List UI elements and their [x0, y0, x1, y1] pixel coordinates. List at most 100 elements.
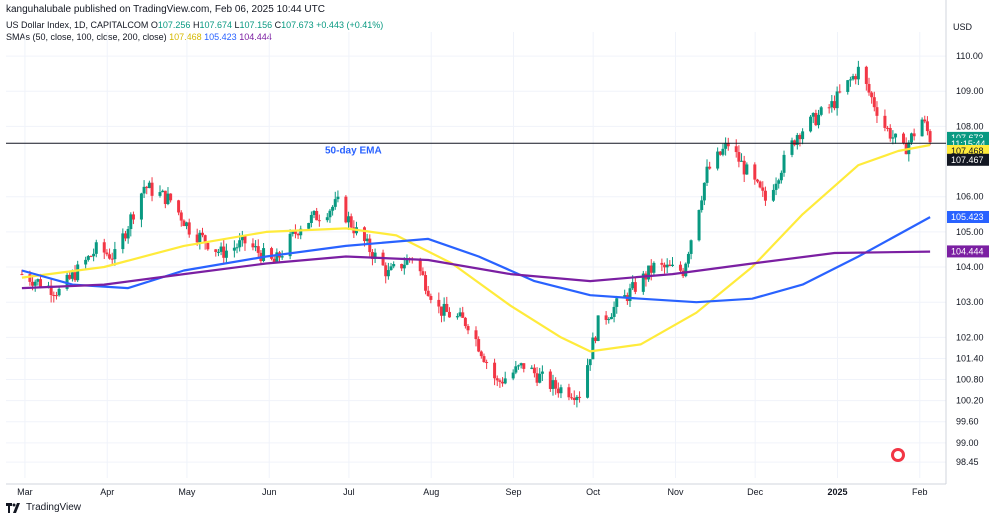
candle-body [344, 196, 348, 223]
candle-body [177, 200, 181, 213]
candle-body [482, 356, 486, 363]
candle-body [870, 92, 874, 98]
candle-body [761, 187, 765, 191]
candle-body [567, 387, 571, 398]
x-tick-label: Nov [667, 487, 684, 497]
candle-body [458, 312, 462, 317]
candle-body [108, 254, 112, 259]
candle-body [795, 135, 799, 145]
candle-body [240, 235, 244, 241]
candle-body [538, 373, 542, 383]
candle-body [389, 266, 393, 271]
candle-body [466, 326, 470, 331]
candle-body [596, 315, 600, 341]
x-tick-label: Aug [423, 487, 439, 497]
candle-body [312, 210, 316, 215]
candle-body [684, 263, 688, 277]
candle-body [700, 200, 704, 211]
candle-body [54, 295, 58, 297]
candle-body [920, 119, 924, 137]
x-tick-label: Jun [262, 487, 277, 497]
candle-body [347, 216, 351, 223]
y-tick-label: 100.80 [956, 375, 984, 385]
price-label-text: 107.467 [951, 155, 984, 165]
candle-body [158, 192, 162, 196]
candle-body [315, 210, 319, 221]
candle-body [551, 380, 555, 389]
candle-body [633, 282, 637, 292]
ema-annotation: 50-day EMA [325, 145, 382, 156]
candle-body [514, 366, 518, 373]
published-line: kanguhalubale published on TradingView.c… [6, 4, 325, 15]
candle-body [65, 274, 69, 289]
footer-brand-label: TradingView [26, 502, 82, 513]
candle-body [540, 371, 544, 374]
candle-body [522, 363, 526, 369]
candle-body [649, 265, 653, 273]
candle-body [254, 246, 258, 248]
candle-body [31, 281, 35, 286]
candle-body [68, 274, 72, 279]
candle-body [370, 252, 374, 259]
currency-label: USD [952, 22, 972, 32]
y-tick-label: 100.20 [956, 396, 984, 406]
candle-body [615, 298, 619, 307]
candle-body [631, 282, 635, 289]
candle-body [902, 133, 906, 144]
x-tick-label: Apr [100, 487, 114, 497]
candle-body [198, 232, 202, 243]
price-label-text: 105.423 [951, 212, 984, 222]
candle-body [493, 362, 497, 379]
candle-body [721, 148, 725, 155]
candle-body [142, 186, 146, 194]
candle-body [392, 264, 396, 267]
candle-body [846, 80, 850, 92]
candle-body [519, 363, 523, 366]
candle-body [36, 279, 40, 282]
candle-body [498, 380, 502, 382]
y-tick-label: 98.45 [956, 457, 979, 467]
candle-body [222, 246, 226, 258]
price-label-text: 107.468 [951, 146, 984, 156]
candle-body [928, 131, 932, 143]
candle-body [830, 101, 834, 108]
candle-body [145, 186, 149, 189]
sma-legend[interactable]: SMAs (50, close, 100, close, 200, close)… [6, 32, 272, 42]
candle-body [641, 273, 645, 292]
candle-body [875, 107, 879, 116]
candle-body [745, 164, 749, 175]
candle-body [442, 303, 446, 316]
candle-body [232, 247, 236, 251]
x-tick-label: Oct [586, 487, 601, 497]
candle-body [206, 242, 210, 250]
ohlc-high: H107.674 [192, 20, 233, 30]
candle-body [923, 119, 927, 122]
candle-body [817, 114, 821, 126]
candle-body [129, 214, 133, 230]
candle-body [909, 133, 913, 143]
candle-body [92, 253, 96, 257]
candle-body [76, 264, 80, 281]
candle-body [203, 235, 207, 243]
candle-body [328, 210, 332, 218]
candle-body [299, 228, 303, 236]
candle-body [702, 182, 706, 201]
candle-body [455, 316, 459, 318]
symbol-legend[interactable]: US Dollar Index, 1D, CAPITALCOM O107.256… [6, 20, 383, 30]
candle-body [288, 233, 292, 257]
y-tick-label: 106.00 [956, 192, 984, 202]
candle-body [575, 396, 579, 401]
candle-body [20, 274, 24, 276]
candle-body [755, 179, 759, 182]
candle-body [814, 112, 818, 126]
candle-body [296, 233, 300, 236]
candle-body [660, 262, 664, 265]
candle-body [447, 311, 451, 318]
candle-body [588, 359, 592, 366]
candle-body [790, 140, 794, 155]
candle-body [758, 181, 762, 188]
candle-body [740, 160, 744, 162]
candle-body [559, 387, 563, 394]
candle-body [280, 256, 284, 258]
